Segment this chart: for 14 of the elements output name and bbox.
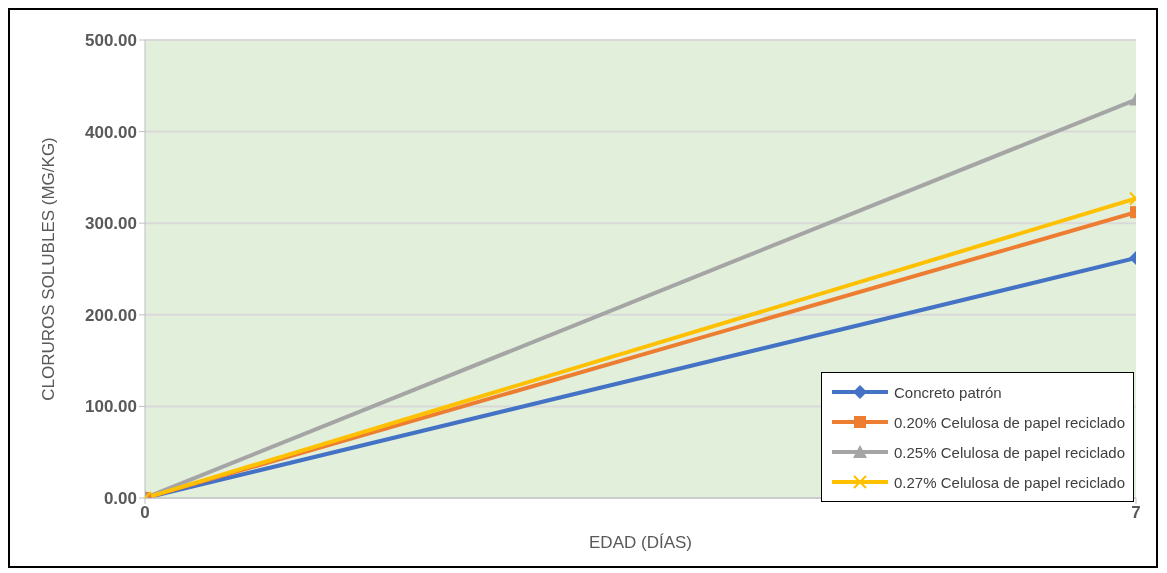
x-tick-label: 0: [140, 503, 150, 523]
y-tick-label: 0.00: [103, 489, 137, 509]
y-tick-label: 100.00: [85, 397, 137, 417]
x-tick-label: 7: [1131, 503, 1141, 523]
y-tick-label: 500.00: [85, 31, 137, 51]
y-tick-label: 400.00: [85, 122, 137, 142]
y-axis-title: CLORUROS SOLUBLES (MG/KG): [39, 137, 59, 401]
legend-label: 0.20% Celulosa de papel reciclado: [894, 413, 1125, 431]
x-axis-title: EDAD (DÍAS): [589, 533, 692, 552]
legend-label: Concreto patrón: [894, 383, 1002, 401]
legend-label: 0.27% Celulosa de papel reciclado: [894, 473, 1125, 491]
y-tick-label: 200.00: [85, 305, 137, 325]
legend-label: 0.25% Celulosa de papel reciclado: [894, 443, 1125, 461]
y-tick-label: 300.00: [85, 214, 137, 234]
